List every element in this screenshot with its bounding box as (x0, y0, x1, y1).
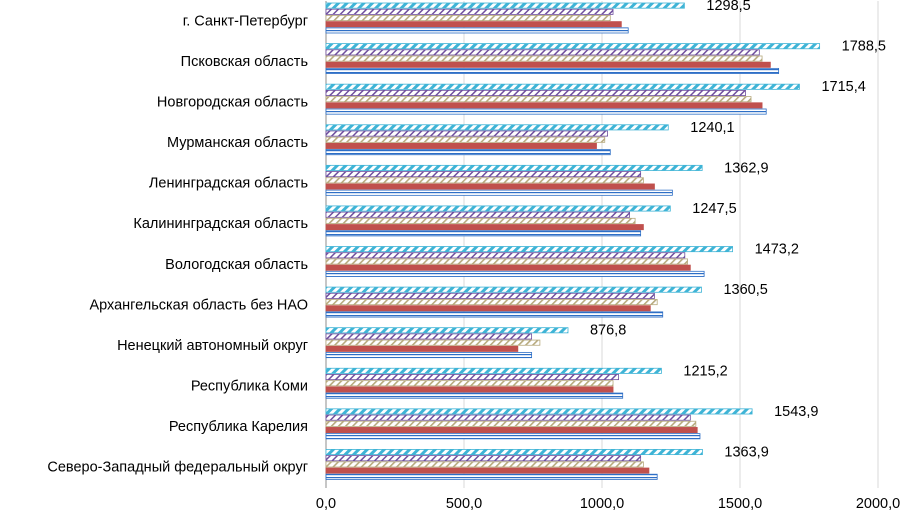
category-label: г. Санкт-Петербург (183, 13, 308, 29)
bar-series-4 (325, 61, 771, 68)
bar-series-3 (325, 96, 752, 103)
category-label: Республика Карелия (169, 419, 308, 435)
bar-series-1 (325, 367, 662, 374)
bar-series-5 (325, 67, 780, 74)
bar-series-4 (325, 21, 622, 28)
bar-series-5 (325, 189, 673, 196)
bar-series-2 (325, 89, 746, 96)
data-label: 1360,5 (723, 282, 767, 298)
bar-series-1 (325, 408, 753, 415)
bar-series-2 (325, 292, 655, 299)
category-label: Республика Коми (191, 379, 308, 395)
category-label: Северо-Западный федеральный округ (47, 460, 308, 476)
bar-series-4 (325, 467, 650, 474)
bar-series-1 (325, 124, 669, 131)
bar-series-4 (325, 345, 519, 352)
data-label: 1215,2 (683, 363, 727, 379)
data-label: 1715,4 (821, 79, 865, 95)
x-tick-label: 500,0 (446, 496, 482, 512)
bar-series-4 (325, 224, 644, 231)
bar-series-5 (325, 392, 624, 399)
bar-series-3 (325, 217, 636, 224)
bar-series-5 (325, 473, 658, 480)
bar-series-5 (325, 270, 705, 277)
bar-series-4 (325, 142, 597, 149)
data-label: 876,8 (590, 323, 626, 339)
data-label: 1363,9 (724, 444, 768, 460)
x-tick-label: 0,0 (316, 496, 336, 512)
bar-series-2 (325, 49, 760, 56)
bar-series-1 (325, 286, 702, 293)
x-tick-label: 1000,0 (580, 496, 624, 512)
bar-series-1 (325, 164, 703, 171)
category-label: Мурманская область (167, 135, 308, 151)
bar-series-3 (325, 258, 688, 265)
bar-series-2 (325, 455, 642, 462)
bar-series-4 (325, 183, 655, 190)
bar-series-3 (325, 299, 658, 306)
bar-series-3 (325, 55, 763, 62)
bars (325, 2, 821, 480)
bar-series-2 (325, 211, 631, 218)
x-axis: 0,0 500,0 1000,0 1500,0 2000,0 (316, 1, 900, 512)
bar-series-5 (325, 108, 767, 115)
bar-series-3 (325, 380, 614, 387)
bar-series-3 (325, 14, 611, 21)
category-label: Вологодская область (165, 257, 308, 273)
x-tick-label: 1500,0 (718, 496, 762, 512)
bar-series-5 (325, 352, 533, 359)
bar-series-1 (325, 205, 671, 212)
bar-series-3 (325, 177, 644, 184)
data-label: 1473,2 (755, 242, 799, 258)
category-label: Псковская область (181, 54, 308, 70)
data-label: 1298,5 (706, 0, 750, 14)
bar-series-2 (325, 8, 614, 15)
bar-series-4 (325, 102, 763, 109)
bar-series-3 (325, 461, 644, 468)
bar-series-4 (325, 264, 691, 271)
bar-series-2 (325, 171, 642, 178)
bar-series-1 (325, 2, 685, 9)
x-tick-label: 2000,0 (856, 496, 900, 512)
bar-series-1 (325, 327, 569, 334)
gridlines (463, 1, 879, 488)
category-label: Ненецкий автономный округ (117, 338, 308, 354)
bar-series-5 (325, 311, 664, 318)
bar-series-4 (325, 427, 698, 434)
category-label: Новгородская область (157, 94, 308, 110)
bar-series-2 (325, 414, 691, 421)
bar-series-3 (325, 339, 541, 346)
data-label: 1788,5 (842, 39, 886, 55)
bar-series-5 (325, 433, 701, 440)
bar-series-1 (325, 83, 800, 90)
bar-series-5 (325, 27, 629, 34)
bar-series-1 (325, 449, 703, 456)
bar-series-5 (325, 230, 642, 237)
bar-series-1 (325, 43, 821, 50)
bar-series-2 (325, 252, 686, 259)
bar-series-2 (325, 374, 619, 381)
category-label: Архангельская область без НАО (89, 297, 308, 313)
labels: 1298,5 г. Санкт-Петербург 1788,5 Псковская … (47, 0, 886, 476)
data-label: 1240,1 (690, 120, 734, 136)
bar-series-4 (325, 305, 651, 312)
data-label: 1247,5 (692, 201, 736, 217)
category-label: Калининградская область (133, 216, 308, 232)
bar-series-3 (325, 136, 606, 143)
bar-series-2 (325, 333, 533, 340)
category-label: Ленинградская область (149, 176, 308, 192)
bar-series-2 (325, 130, 608, 137)
bar-series-4 (325, 386, 614, 393)
data-label: 1362,9 (724, 160, 768, 176)
data-label: 1543,9 (774, 404, 818, 420)
bar-series-3 (325, 420, 697, 427)
bar-series-5 (325, 149, 611, 156)
bar-series-1 (325, 246, 734, 253)
